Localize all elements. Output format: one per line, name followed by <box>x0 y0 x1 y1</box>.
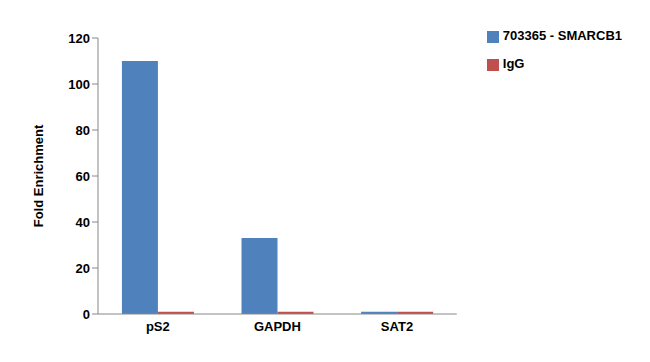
html-text:703365 - SMARCB1: 703365 - SMARCB1 <box>502 28 622 43</box>
svg-text:60: 60 <box>76 169 90 184</box>
svg-text:0: 0 <box>83 307 90 322</box>
svg-text:120: 120 <box>68 31 90 46</box>
svg-text:100: 100 <box>68 77 90 92</box>
svg-text:20: 20 <box>76 261 90 276</box>
svg-text:40: 40 <box>76 215 90 230</box>
svg-text:GAPDH: GAPDH <box>254 319 301 334</box>
svg-text:pS2: pS2 <box>146 319 170 334</box>
svg-text:SAT2: SAT2 <box>381 319 413 334</box>
html-text:IgG: IgG <box>502 56 525 71</box>
svg-text:80: 80 <box>76 123 90 138</box>
svg-text:Fold Enrichment: Fold Enrichment <box>31 124 46 227</box>
